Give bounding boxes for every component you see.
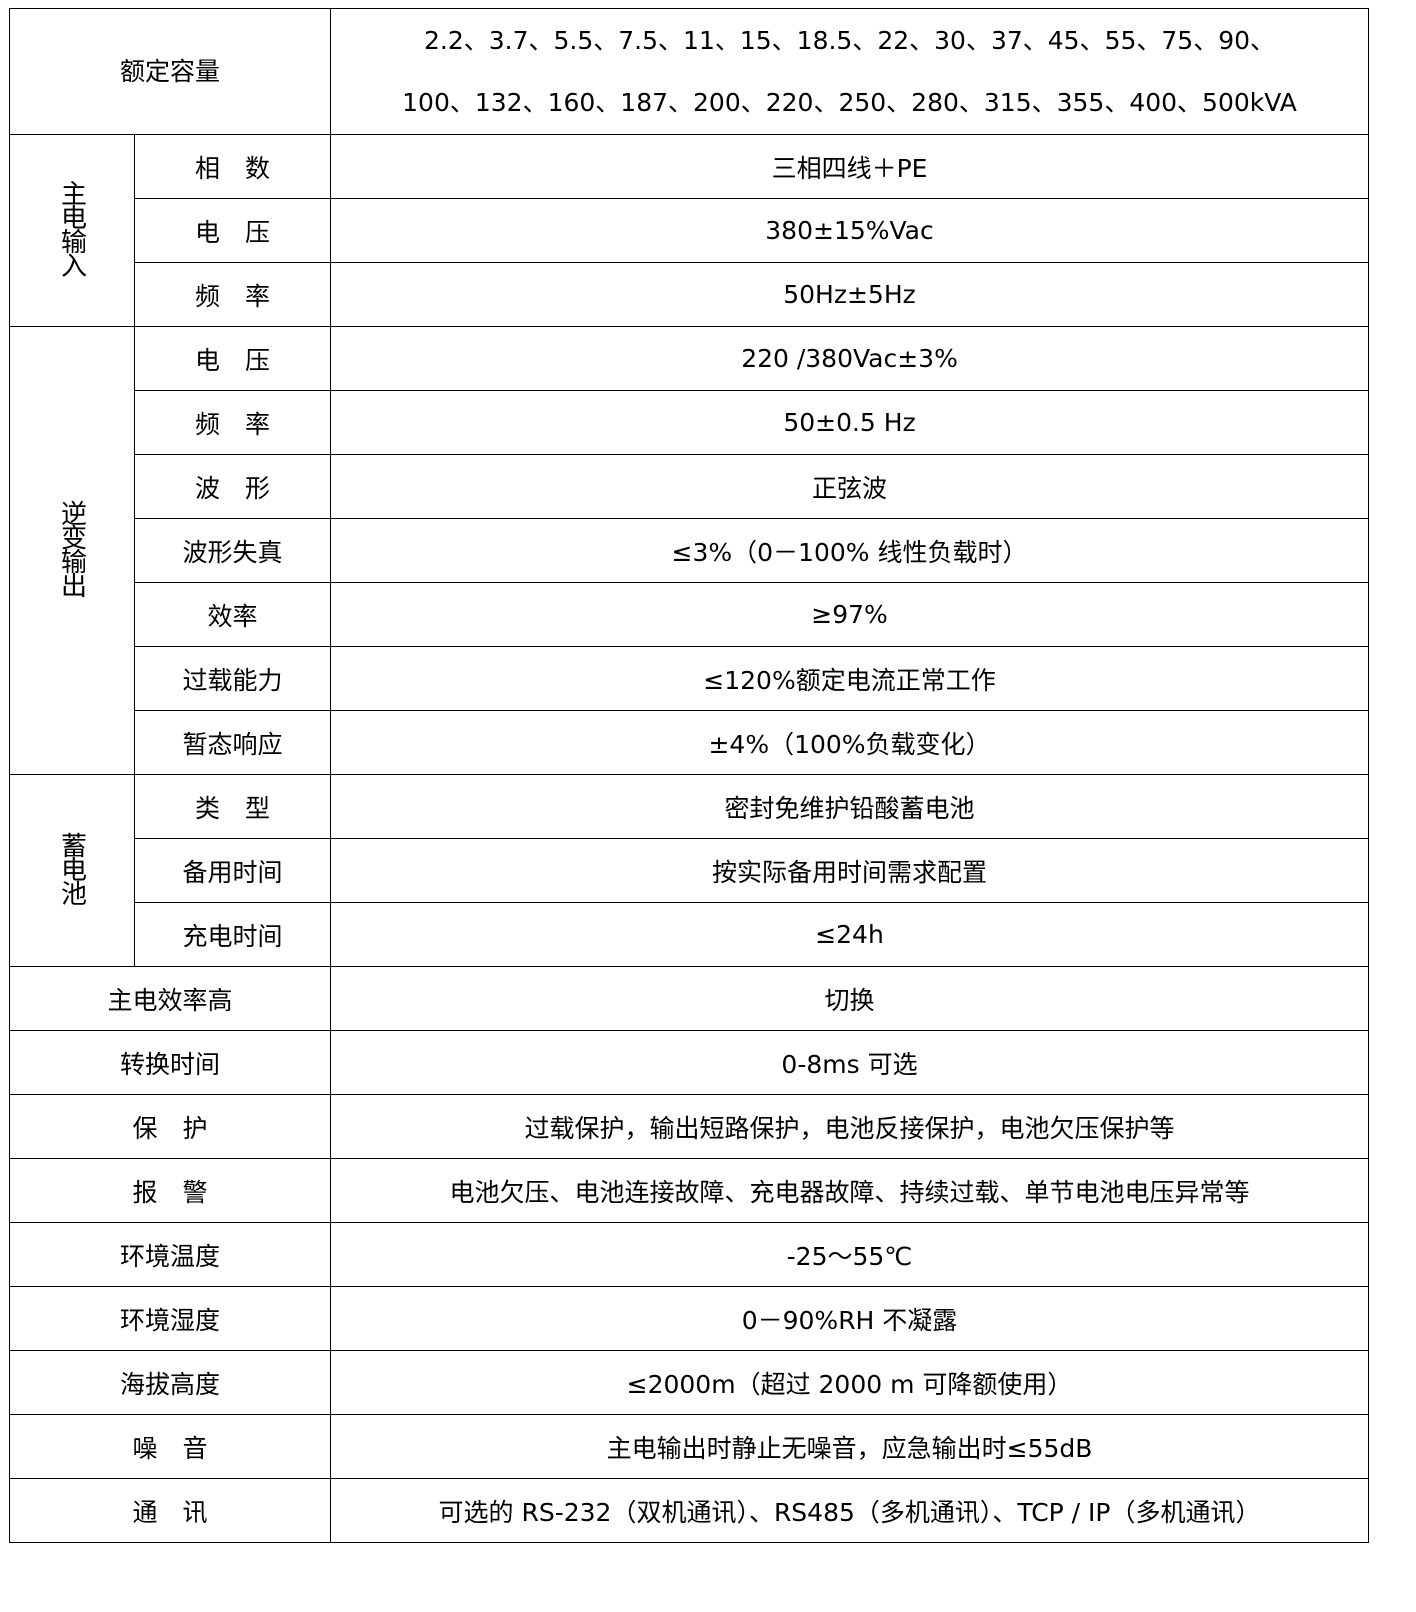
capacity-line-1: 2.2、3.7、5.5、7.5、11、15、18.5、22、30、37、45、5… bbox=[424, 25, 1276, 55]
row-label: 充电时间 bbox=[133, 902, 332, 967]
table-row: 额定容量 2.2、3.7、5.5、7.5、11、15、18.5、22、30、37… bbox=[8, 8, 1370, 135]
group-label: 主电输入 bbox=[9, 134, 135, 327]
row-value: ≤3%（0－100% 线性负载时） bbox=[330, 518, 1370, 583]
row-value: ≤2000m（超过 2000 m 可降额使用） bbox=[330, 1350, 1370, 1415]
table-row: 充电时间 ≤24h bbox=[10, 902, 1370, 967]
row-label: 过载能力 bbox=[133, 646, 332, 711]
row-label: 相 数 bbox=[133, 134, 332, 199]
table-row: 环境温度 -25～55℃ bbox=[8, 1222, 1370, 1287]
row-label: 波 形 bbox=[133, 454, 332, 519]
row-label: 报 警 bbox=[8, 1158, 332, 1223]
table-row: 主电输入 相 数 三相四线＋PE bbox=[9, 134, 1370, 327]
row-value: ≤120%额定电流正常工作 bbox=[330, 646, 1370, 711]
row-value: 过载保护，输出短路保护，电池反接保护，电池欠压保护等 bbox=[330, 1094, 1370, 1159]
table-row: 电 压 380±15%Vac bbox=[10, 198, 1370, 263]
spec-table: 额定容量 2.2、3.7、5.5、7.5、11、15、18.5、22、30、37… bbox=[8, 8, 1370, 1543]
table-row: 通 讯可选的 RS-232（双机通讯）、RS485（多机通讯）、TCP / IP… bbox=[8, 1478, 1370, 1543]
table-row: 海拔高度 ≤2000m（超过 2000 m 可降额使用） bbox=[8, 1350, 1370, 1415]
row-value: 0-8ms 可选 bbox=[330, 1030, 1370, 1095]
row-value: 380±15%Vac bbox=[330, 198, 1370, 263]
row-label: 环境湿度 bbox=[8, 1286, 332, 1351]
row-value: 按实际备用时间需求配置 bbox=[330, 838, 1370, 903]
row-label: 主电效率高 bbox=[8, 966, 332, 1031]
table-row: 备用时间 按实际备用时间需求配置 bbox=[10, 838, 1370, 903]
row-value: 220 /380Vac±3% bbox=[330, 326, 1370, 391]
capacity-line-2: 100、132、160、187、200、220、250、280、315、355、… bbox=[402, 87, 1297, 117]
row-value: 三相四线＋PE bbox=[330, 134, 1370, 199]
table-row: 报 警电池欠压、电池连接故障、充电器故障、持续过载、单节电池电压异常等 bbox=[8, 1158, 1370, 1223]
table-row: 波 形 正弦波 bbox=[10, 454, 1370, 519]
table-row: 保 护过载保护，输出短路保护，电池反接保护，电池欠压保护等 bbox=[8, 1094, 1370, 1159]
row-label: 频 率 bbox=[133, 262, 332, 327]
row-label: 电 压 bbox=[133, 326, 332, 391]
row-value: 主电输出时静止无噪音，应急输出时≤55dB bbox=[330, 1414, 1370, 1479]
row-label: 转换时间 bbox=[8, 1030, 332, 1095]
row-label: 备用时间 bbox=[133, 838, 332, 903]
row-value: 50±0.5 Hz bbox=[330, 390, 1370, 455]
row-label: 频 率 bbox=[133, 390, 332, 455]
row-value: 电池欠压、电池连接故障、充电器故障、持续过载、单节电池电压异常等 bbox=[330, 1158, 1370, 1223]
table-row: 频 率 50Hz±5Hz bbox=[10, 262, 1370, 327]
row-label: 保 护 bbox=[8, 1094, 332, 1159]
table-row: 过载能力 ≤120%额定电流正常工作 bbox=[10, 646, 1370, 711]
row-label: 噪 音 bbox=[8, 1414, 332, 1479]
row-label: 类 型 bbox=[133, 774, 332, 839]
row-value: 0－90%RH 不凝露 bbox=[330, 1286, 1370, 1351]
group-label-text: 主电输入 bbox=[56, 179, 87, 276]
table-row: 转换时间 0-8ms 可选 bbox=[8, 1030, 1370, 1095]
table-row: 蓄电池 类 型 密封免维护铅酸蓄电池 bbox=[9, 774, 1370, 967]
row-label: 通 讯 bbox=[8, 1478, 332, 1543]
row-value: 可选的 RS-232（双机通讯）、RS485（多机通讯）、TCP / IP（多机… bbox=[330, 1478, 1370, 1543]
row-label: 电 压 bbox=[133, 198, 332, 263]
group-label: 逆变输出 bbox=[9, 326, 135, 775]
table-row: 噪 音主电输出时静止无噪音，应急输出时≤55dB bbox=[8, 1414, 1370, 1479]
row-value: ±4%（100%负载变化） bbox=[330, 710, 1370, 775]
table-row: 主电效率高 切换 bbox=[8, 966, 1370, 1031]
table-row: 频 率 50±0.5 Hz bbox=[10, 390, 1370, 455]
row-label: 暂态响应 bbox=[133, 710, 332, 775]
row-value: ≥97% bbox=[330, 582, 1370, 647]
row-label: 效率 bbox=[133, 582, 332, 647]
row-value: 正弦波 bbox=[330, 454, 1370, 519]
row-value: 密封免维护铅酸蓄电池 bbox=[330, 774, 1370, 839]
table-row: 暂态响应 ±4%（100%负载变化） bbox=[10, 710, 1370, 775]
row-value: ≤24h bbox=[330, 902, 1370, 967]
row-value: 2.2、3.7、5.5、7.5、11、15、18.5、22、30、37、45、5… bbox=[330, 8, 1370, 135]
table-row: 逆变输出 电 压 220 /380Vac±3% bbox=[9, 326, 1370, 775]
row-label: 波形失真 bbox=[133, 518, 332, 583]
table-row: 效率 ≥97% bbox=[10, 582, 1370, 647]
row-value: -25～55℃ bbox=[330, 1222, 1370, 1287]
group-label-text: 蓄电池 bbox=[56, 831, 87, 904]
group-label-text: 逆变输出 bbox=[56, 499, 87, 596]
row-label: 额定容量 bbox=[8, 8, 332, 135]
row-label: 环境温度 bbox=[8, 1222, 332, 1287]
row-value: 切换 bbox=[330, 966, 1370, 1031]
group-label: 蓄电池 bbox=[9, 774, 135, 967]
row-label: 海拔高度 bbox=[8, 1350, 332, 1415]
table-row: 波形失真 ≤3%（0－100% 线性负载时） bbox=[10, 518, 1370, 583]
table-row: 环境湿度 0－90%RH 不凝露 bbox=[8, 1286, 1370, 1351]
row-value: 50Hz±5Hz bbox=[330, 262, 1370, 327]
